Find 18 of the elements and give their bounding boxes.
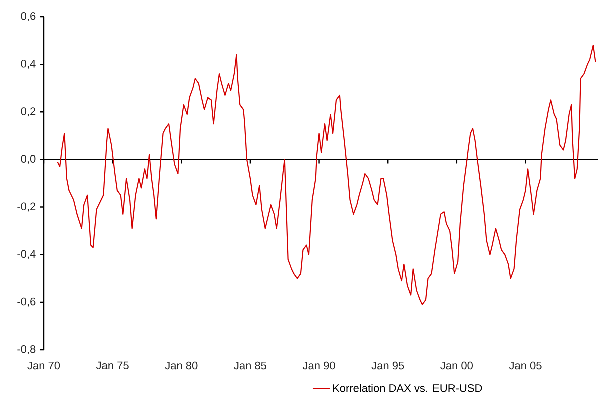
y-tick-label: -0,8 [18,345,36,355]
x-tick-label: Jan 00 [440,362,473,370]
y-tick-label: -0,6 [18,298,36,307]
x-tick-label: Jan 85 [234,362,266,370]
x-tick-label: Jan 80 [165,362,198,370]
y-tick-label: 0,4 [21,60,36,70]
x-tick-label: Jan 90 [302,362,336,370]
x-tick-label: Jan 05 [509,362,542,370]
x-tick-label: Jan 75 [96,362,129,370]
y-tick-label: 0,2 [21,108,36,117]
y-tick-label: 0,6 [21,12,36,22]
legend-label: Korrelation DAX vs. EUR-USD [333,384,482,392]
x-tick-label: Jan 95 [372,362,404,370]
y-tick-label: -0,2 [18,202,36,212]
y-tick-label: -0,4 [18,250,36,260]
line-series [57,44,596,306]
x-tick-label: Jan 70 [28,362,60,370]
y-tick-label: 0,0 [21,155,36,164]
